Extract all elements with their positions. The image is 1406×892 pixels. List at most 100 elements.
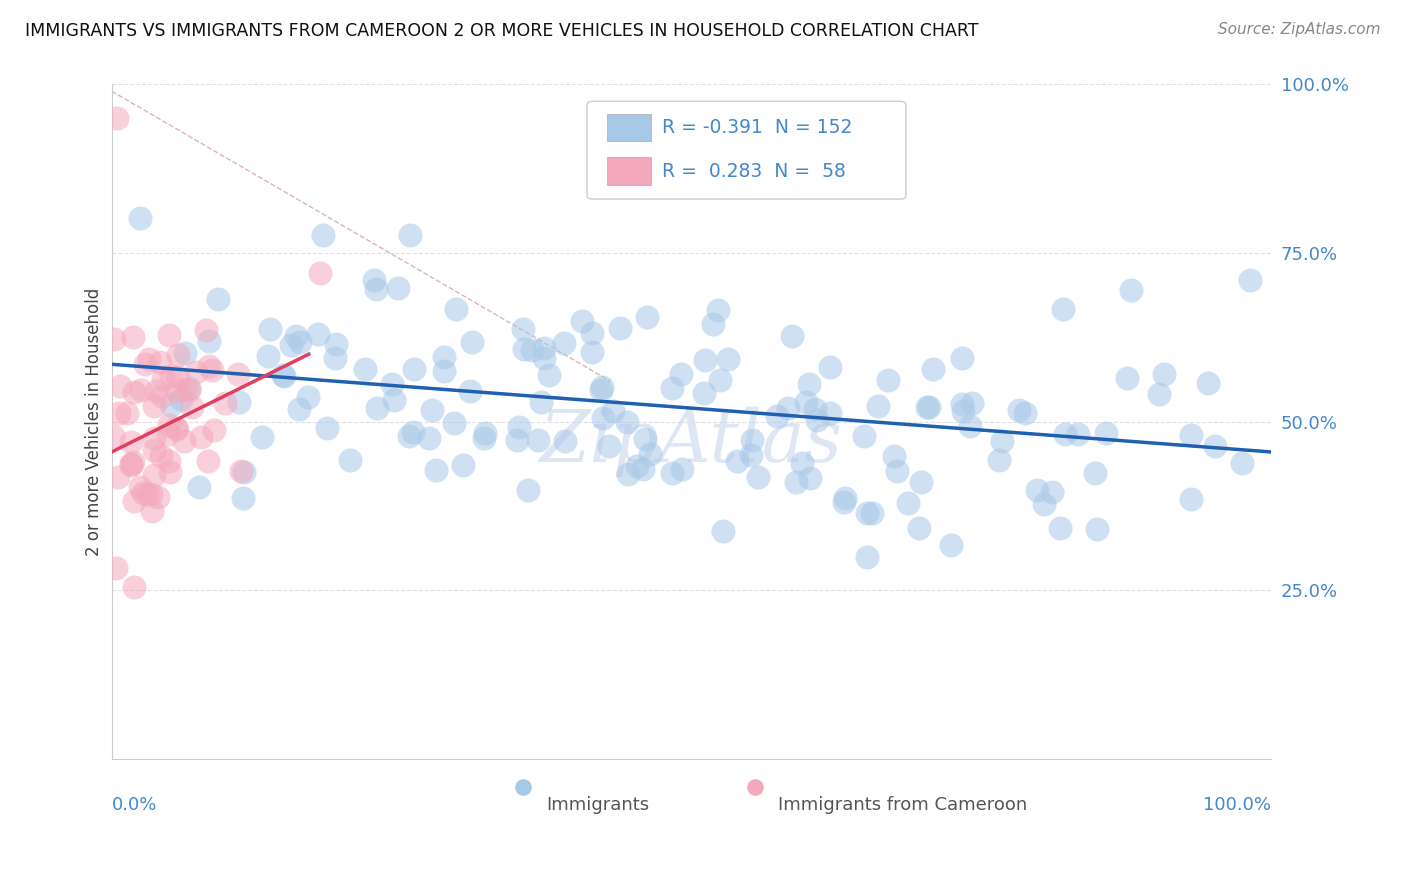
Point (939, 538, 962, 552)
Point (122, 580, 145, 594)
Point (1052, 302, 1074, 317)
Point (316, 421, 339, 435)
Point (581, 326, 603, 340)
Point (1197, 376, 1219, 390)
Point (661, 381, 683, 395)
Point (1067, 427, 1090, 442)
Point (143, 430, 166, 444)
Point (1204, 438, 1226, 452)
Point (950, 351, 973, 365)
Point (387, 281, 409, 295)
Point (354, 362, 377, 376)
Point (366, 401, 388, 416)
Point (166, 348, 188, 362)
Point (517, 483, 540, 498)
Point (741, 433, 763, 447)
Point (740, 448, 762, 462)
Point (198, 359, 221, 374)
Point (538, 368, 561, 382)
Point (149, 355, 172, 369)
Point (166, 384, 188, 399)
Point (136, 486, 159, 500)
Point (165, 421, 187, 435)
Text: 100.0%: 100.0% (1204, 796, 1271, 814)
Point (180, 400, 202, 414)
Point (433, 350, 456, 364)
Point (142, 468, 165, 483)
Point (785, 475, 807, 489)
Point (363, 273, 385, 287)
Point (157, 327, 180, 342)
Point (1115, 371, 1137, 385)
Point (908, 521, 931, 535)
Point (766, 409, 789, 423)
Point (271, 368, 294, 383)
Point (157, 417, 180, 432)
Point (250, 430, 273, 444)
Point (636, 310, 658, 324)
Point (1180, 428, 1202, 442)
Point (617, 467, 640, 481)
Point (1014, 406, 1036, 420)
Point (799, 376, 821, 391)
Point (616, 415, 638, 429)
Point (190, 430, 212, 444)
Point (520, 343, 543, 358)
Point (669, 367, 692, 381)
Point (134, 358, 156, 372)
Point (780, 329, 803, 343)
Point (866, 399, 889, 413)
Point (804, 402, 827, 417)
Point (860, 506, 883, 520)
Point (461, 334, 484, 349)
Point (1153, 367, 1175, 381)
Point (186, 365, 208, 379)
Point (273, 368, 295, 383)
Point (1094, 426, 1116, 441)
Point (472, 431, 495, 445)
Text: Immigrants: Immigrants (547, 796, 650, 814)
Point (259, 321, 281, 335)
Point (197, 454, 219, 468)
Point (799, 471, 821, 485)
FancyBboxPatch shape (607, 114, 651, 141)
Point (877, 373, 900, 387)
Point (280, 338, 302, 352)
Point (402, 362, 425, 376)
Point (122, 493, 145, 508)
Point (554, 434, 576, 449)
Point (150, 449, 173, 463)
Point (661, 466, 683, 480)
Point (886, 464, 908, 478)
Point (626, 458, 648, 473)
Point (170, 392, 193, 406)
Point (120, 458, 142, 472)
Point (141, 504, 163, 518)
Point (1025, 483, 1047, 498)
Point (1239, 273, 1261, 287)
Point (1085, 522, 1108, 536)
Point (856, 507, 879, 521)
Point (232, 491, 254, 505)
Point (915, 400, 938, 414)
Point (398, 429, 420, 443)
Point (512, 322, 534, 336)
Point (527, 433, 550, 447)
Point (952, 404, 974, 418)
Point (725, 454, 748, 468)
Point (146, 491, 169, 505)
Point (553, 336, 575, 351)
Point (581, 345, 603, 359)
Point (571, 314, 593, 328)
Point (820, 359, 842, 374)
Point (693, 353, 716, 368)
Point (692, 385, 714, 400)
Point (142, 443, 165, 458)
Point (671, 462, 693, 476)
Point (228, 395, 250, 409)
Point (917, 400, 939, 414)
Point (1033, 498, 1056, 512)
Point (1180, 491, 1202, 506)
Point (381, 376, 404, 391)
Text: Source: ZipAtlas.com: Source: ZipAtlas.com (1218, 22, 1381, 37)
